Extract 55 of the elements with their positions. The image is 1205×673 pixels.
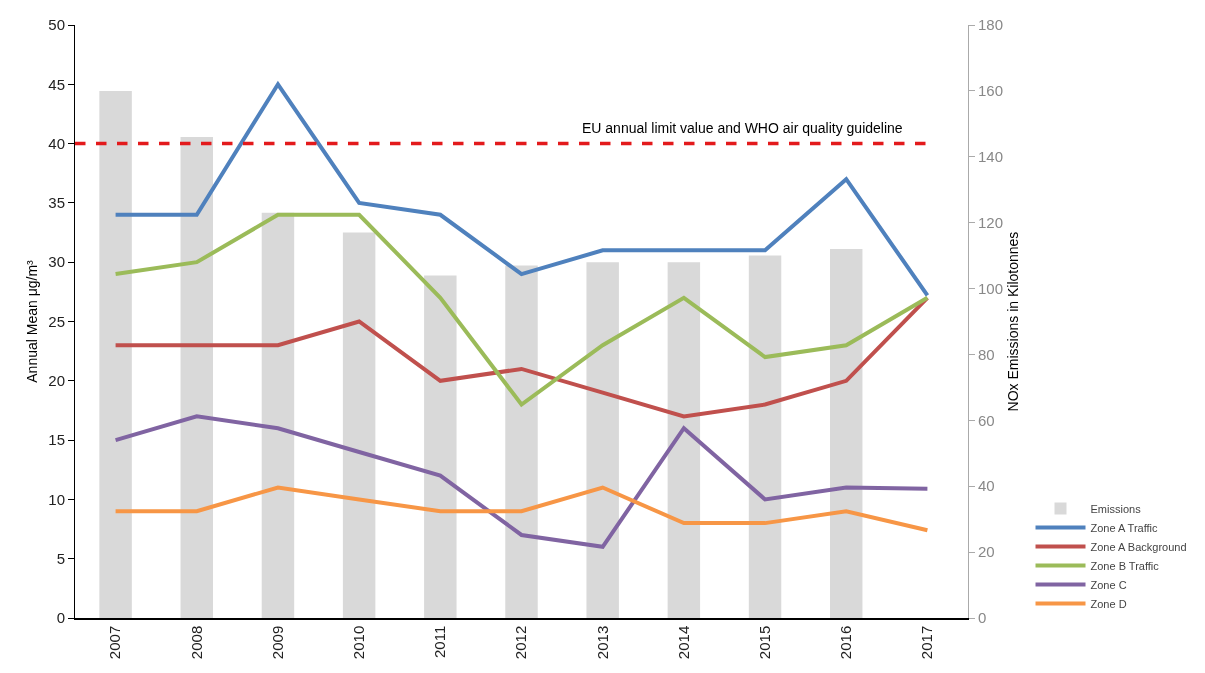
x-tick-label: 2010 <box>350 625 368 660</box>
legend-label: Zone D <box>1090 597 1127 610</box>
y-tick-label: 40 <box>48 134 65 152</box>
x-tick-label: 2016 <box>837 625 855 660</box>
y-tick-label: 5 <box>56 549 65 567</box>
legend-label: Emissions <box>1090 502 1142 515</box>
y-tick-label: 0 <box>56 609 65 627</box>
ref-line-label: EU annual limit value and WHO air quality guideline <box>582 120 903 136</box>
y-tick-label: 15 <box>48 431 65 449</box>
y-tick-label: 25 <box>48 312 65 330</box>
y2-tick-label: 180 <box>978 16 1004 34</box>
x-tick-label: 2017 <box>918 625 936 660</box>
legend-label: Zone B Traffic <box>1090 559 1160 572</box>
x-tick-label: 2013 <box>593 625 611 660</box>
y-tick-label: 35 <box>48 194 65 212</box>
bar <box>829 249 863 618</box>
line-series <box>113 485 930 533</box>
y2-tick-label: 60 <box>978 411 995 429</box>
bar <box>424 275 457 618</box>
x-tick-label: 2015 <box>755 625 773 660</box>
y2-tick-label: 160 <box>978 82 1004 100</box>
y-tick-label: 45 <box>48 75 65 93</box>
x-tick-label: 2011 <box>431 625 449 659</box>
bar <box>505 265 538 618</box>
x-tick-label: 2008 <box>187 625 205 660</box>
x-tick-label: 2009 <box>268 625 286 660</box>
y2-tick-label: 80 <box>978 345 995 363</box>
y-tick-label: 50 <box>48 16 65 34</box>
legend-label: Zone C <box>1090 578 1127 591</box>
bar <box>99 90 132 618</box>
y-axis-title: Annual Mean μg/m³ <box>24 259 40 383</box>
bar <box>342 232 376 618</box>
y2-tick-label: 40 <box>978 477 995 495</box>
bar <box>261 212 295 618</box>
line-series <box>113 82 930 298</box>
y-tick-label: 30 <box>48 253 65 271</box>
x-tick-label: 2014 <box>674 625 692 660</box>
legend-label: Zone A Traffic <box>1090 521 1159 534</box>
line-series <box>113 414 930 549</box>
y2-tick-label: 100 <box>978 279 1004 297</box>
bar <box>180 137 214 618</box>
x-tick-label: 2007 <box>106 625 124 660</box>
y2-tick-label: 120 <box>978 213 1004 231</box>
y-tick-label: 20 <box>48 372 65 390</box>
y-tick-label: 10 <box>48 490 65 508</box>
y2-tick-label: 0 <box>978 609 987 627</box>
legend-label: Zone A Background <box>1090 540 1187 553</box>
y2-axis-title: NOx Emissions in Kilotonnes <box>1005 231 1022 412</box>
y2-tick-label: 140 <box>978 148 1004 166</box>
bar <box>748 255 782 618</box>
line-series <box>113 212 930 407</box>
bar <box>586 262 619 618</box>
y2-tick-label: 20 <box>978 543 995 561</box>
x-tick-label: 2012 <box>512 625 530 660</box>
bar <box>667 262 701 618</box>
